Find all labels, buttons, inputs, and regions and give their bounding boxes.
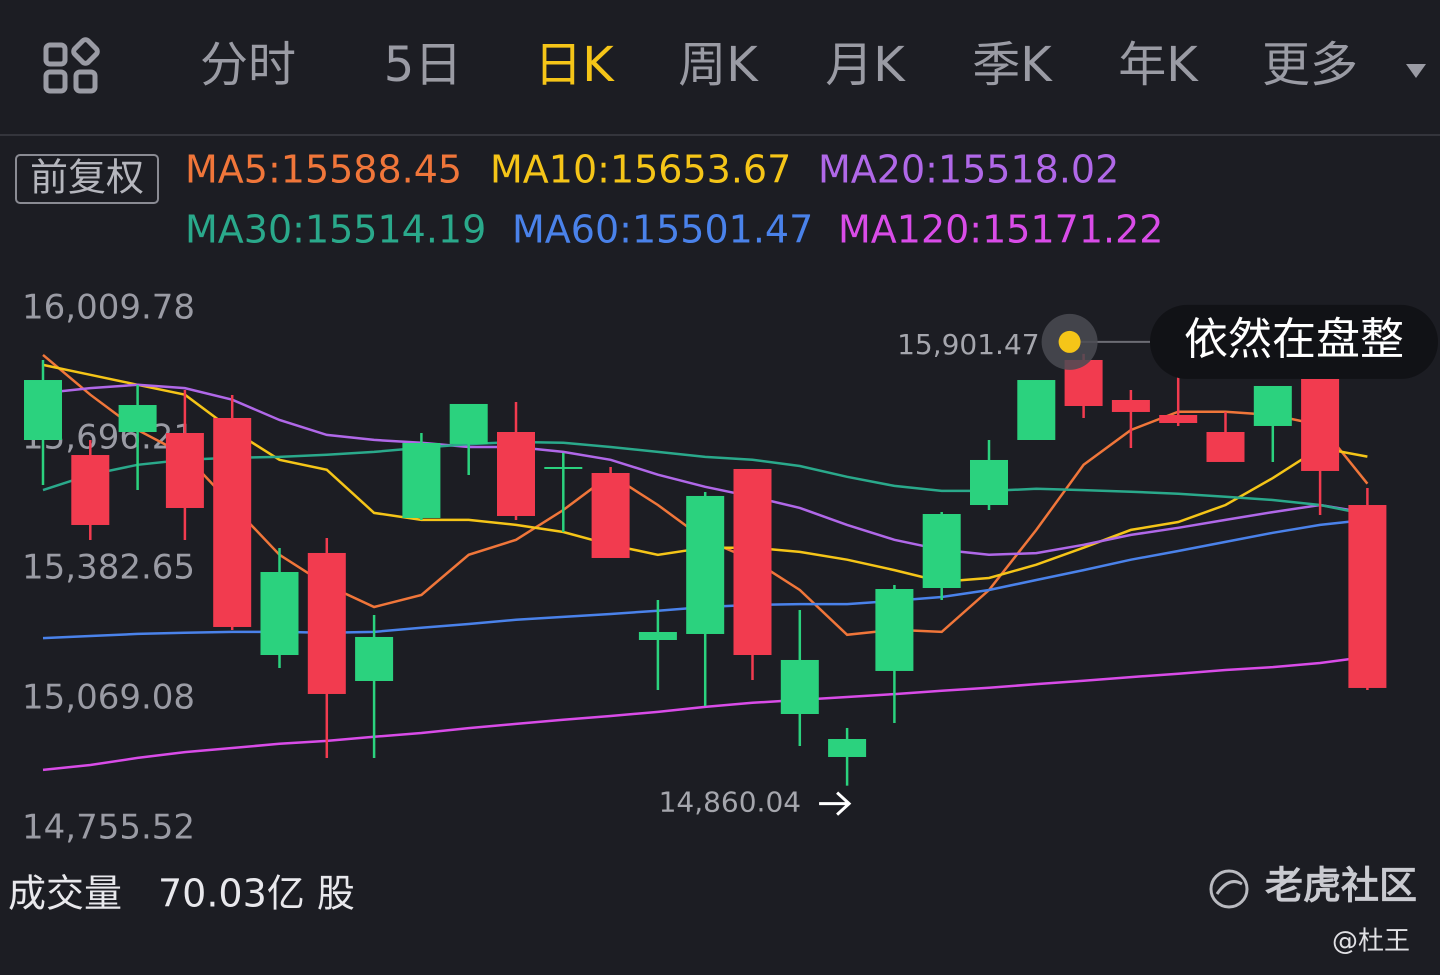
candle-body (875, 589, 914, 671)
candle-body (497, 431, 535, 516)
y-tick-label: 15,382.65 (22, 548, 195, 588)
volume-label: 成交量 (8, 872, 122, 916)
candle-body (1348, 505, 1387, 688)
ma-line (42, 440, 1368, 516)
more-arrow[interactable] (1406, 64, 1426, 78)
volume-value: 70.03亿 股 (158, 872, 355, 916)
high-marker (1058, 330, 1081, 353)
legend-entry: MA120:15171.22 (838, 208, 1163, 252)
candle-body (260, 572, 299, 656)
tab[interactable]: 年K (1118, 37, 1199, 93)
candle-body (1301, 378, 1340, 471)
ma-line (42, 383, 1368, 557)
legend-entry: MA60:15501.47 (512, 208, 813, 252)
watermark-author: @杜王 (1332, 927, 1410, 957)
note-bubble (1150, 304, 1438, 379)
tab-bar: 分时 5日 日K 周K 月K 季K 年K 更多 (200, 37, 1358, 93)
candle-body (1253, 385, 1292, 426)
legend-entry: MA30:15514.19 (185, 208, 486, 252)
note-text: 依然在盘整 (1184, 314, 1404, 365)
candle-body (355, 636, 394, 682)
tab[interactable]: 5日 (384, 37, 463, 93)
low-arrow (819, 791, 852, 816)
candle-body (733, 468, 772, 656)
tab[interactable]: 月K (825, 37, 906, 93)
candle-body (638, 631, 677, 640)
tab[interactable]: 分时 (200, 37, 296, 93)
candle-body (165, 432, 204, 508)
candles (24, 353, 1387, 786)
candle-body (591, 473, 630, 558)
annotations: 15,901.47 依然在盘整 14,860.04 (659, 304, 1438, 819)
candle-body (118, 405, 157, 432)
tab[interactable]: 季K (972, 37, 1053, 93)
candle-body (970, 459, 1008, 506)
low-label: 14,860.04 (659, 786, 802, 819)
adjust-label[interactable]: 前复权 (30, 156, 144, 200)
tab[interactable]: 日K (534, 37, 615, 93)
watermark-icon (1209, 869, 1249, 909)
candle-body (1159, 415, 1198, 424)
candle-body (780, 659, 819, 715)
y-tick-label: 14,755.52 (22, 808, 195, 848)
tab[interactable]: 周K (678, 37, 759, 93)
menu-icon[interactable] (43, 37, 100, 94)
candle-body (402, 442, 441, 518)
ma-line (42, 655, 1368, 772)
adjust-box[interactable] (15, 154, 159, 204)
candle-body (24, 380, 62, 441)
candle-body (544, 466, 583, 469)
legend-entry: MA10:15653.67 (490, 148, 791, 192)
candle-body (1017, 380, 1056, 441)
candle-body (307, 552, 346, 694)
candle-body (1206, 431, 1245, 462)
candle-body (71, 455, 110, 525)
candle-body (828, 739, 867, 757)
y-tick-label: 15,069.08 (22, 678, 195, 718)
candle-body (213, 417, 252, 627)
high-label: 15,901.47 (897, 328, 1040, 361)
candle-body (922, 514, 961, 589)
watermark-brand: 老虎社区 (1265, 864, 1417, 908)
tab[interactable]: 更多 (1262, 37, 1358, 93)
legend-entry: MA5:15588.45 (185, 148, 462, 192)
legend-entry: MA20:15518.02 (818, 148, 1119, 192)
candle-body (1111, 399, 1150, 412)
candle-body (449, 403, 488, 444)
y-tick-label: 16,009.78 (22, 288, 195, 328)
legend: MA5:15588.45 MA10:15653.67 MA20:15518.02MA… (185, 148, 1163, 252)
candle-body (686, 495, 725, 634)
